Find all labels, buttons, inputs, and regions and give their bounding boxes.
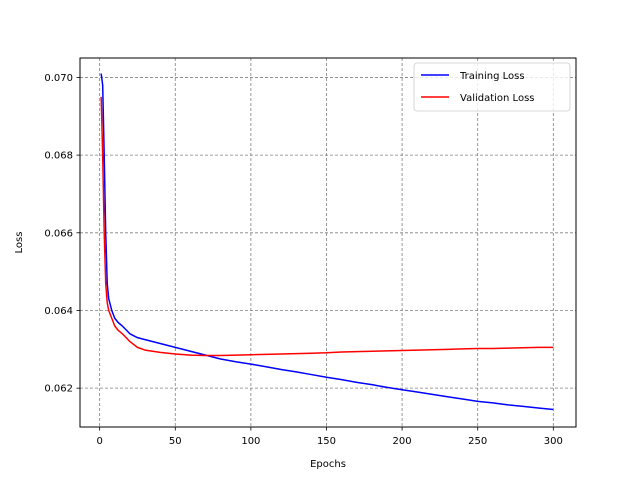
x-tick-label: 300 xyxy=(544,436,563,447)
x-tick-label: 200 xyxy=(393,436,412,447)
x-axis-title: Epochs xyxy=(310,459,346,470)
legend-label-validation-loss: Validation Loss xyxy=(460,93,535,104)
x-tick-label: 250 xyxy=(468,436,487,447)
x-tick-label: 50 xyxy=(169,436,182,447)
y-tick-label: 0.062 xyxy=(44,384,73,395)
legend: Training Loss Validation Loss xyxy=(414,63,570,111)
y-axis-title: Loss xyxy=(14,232,25,254)
y-tick-label: 0.066 xyxy=(44,228,73,239)
y-tick-label: 0.064 xyxy=(44,306,73,317)
x-tick-label: 100 xyxy=(241,436,260,447)
x-tick-label: 150 xyxy=(317,436,336,447)
legend-label-training-loss: Training Loss xyxy=(459,71,525,82)
y-tick-label: 0.068 xyxy=(44,151,73,162)
y-tick-label: 0.070 xyxy=(44,73,73,84)
x-tick-label: 0 xyxy=(96,436,102,447)
